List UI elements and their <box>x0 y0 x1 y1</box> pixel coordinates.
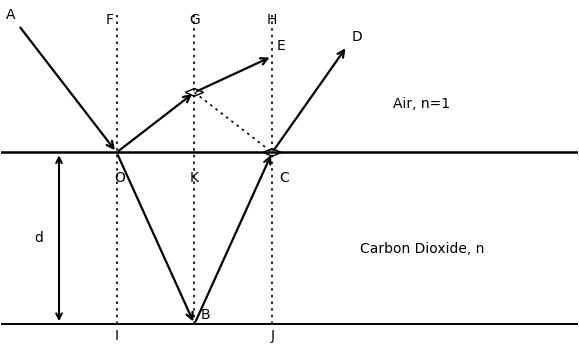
Text: E: E <box>277 39 285 53</box>
Text: I: I <box>115 329 119 343</box>
Text: Air, n=1: Air, n=1 <box>394 97 450 111</box>
Text: F: F <box>106 14 113 27</box>
Text: J: J <box>270 329 274 343</box>
Text: O: O <box>114 171 125 185</box>
Text: G: G <box>189 14 200 27</box>
Text: H: H <box>267 14 277 27</box>
Text: K: K <box>190 171 199 185</box>
Text: C: C <box>279 171 289 185</box>
Text: D: D <box>351 30 362 44</box>
Text: B: B <box>200 308 210 322</box>
Text: Carbon Dioxide, n: Carbon Dioxide, n <box>360 242 484 255</box>
Text: A: A <box>6 8 16 22</box>
Text: d: d <box>34 231 43 245</box>
